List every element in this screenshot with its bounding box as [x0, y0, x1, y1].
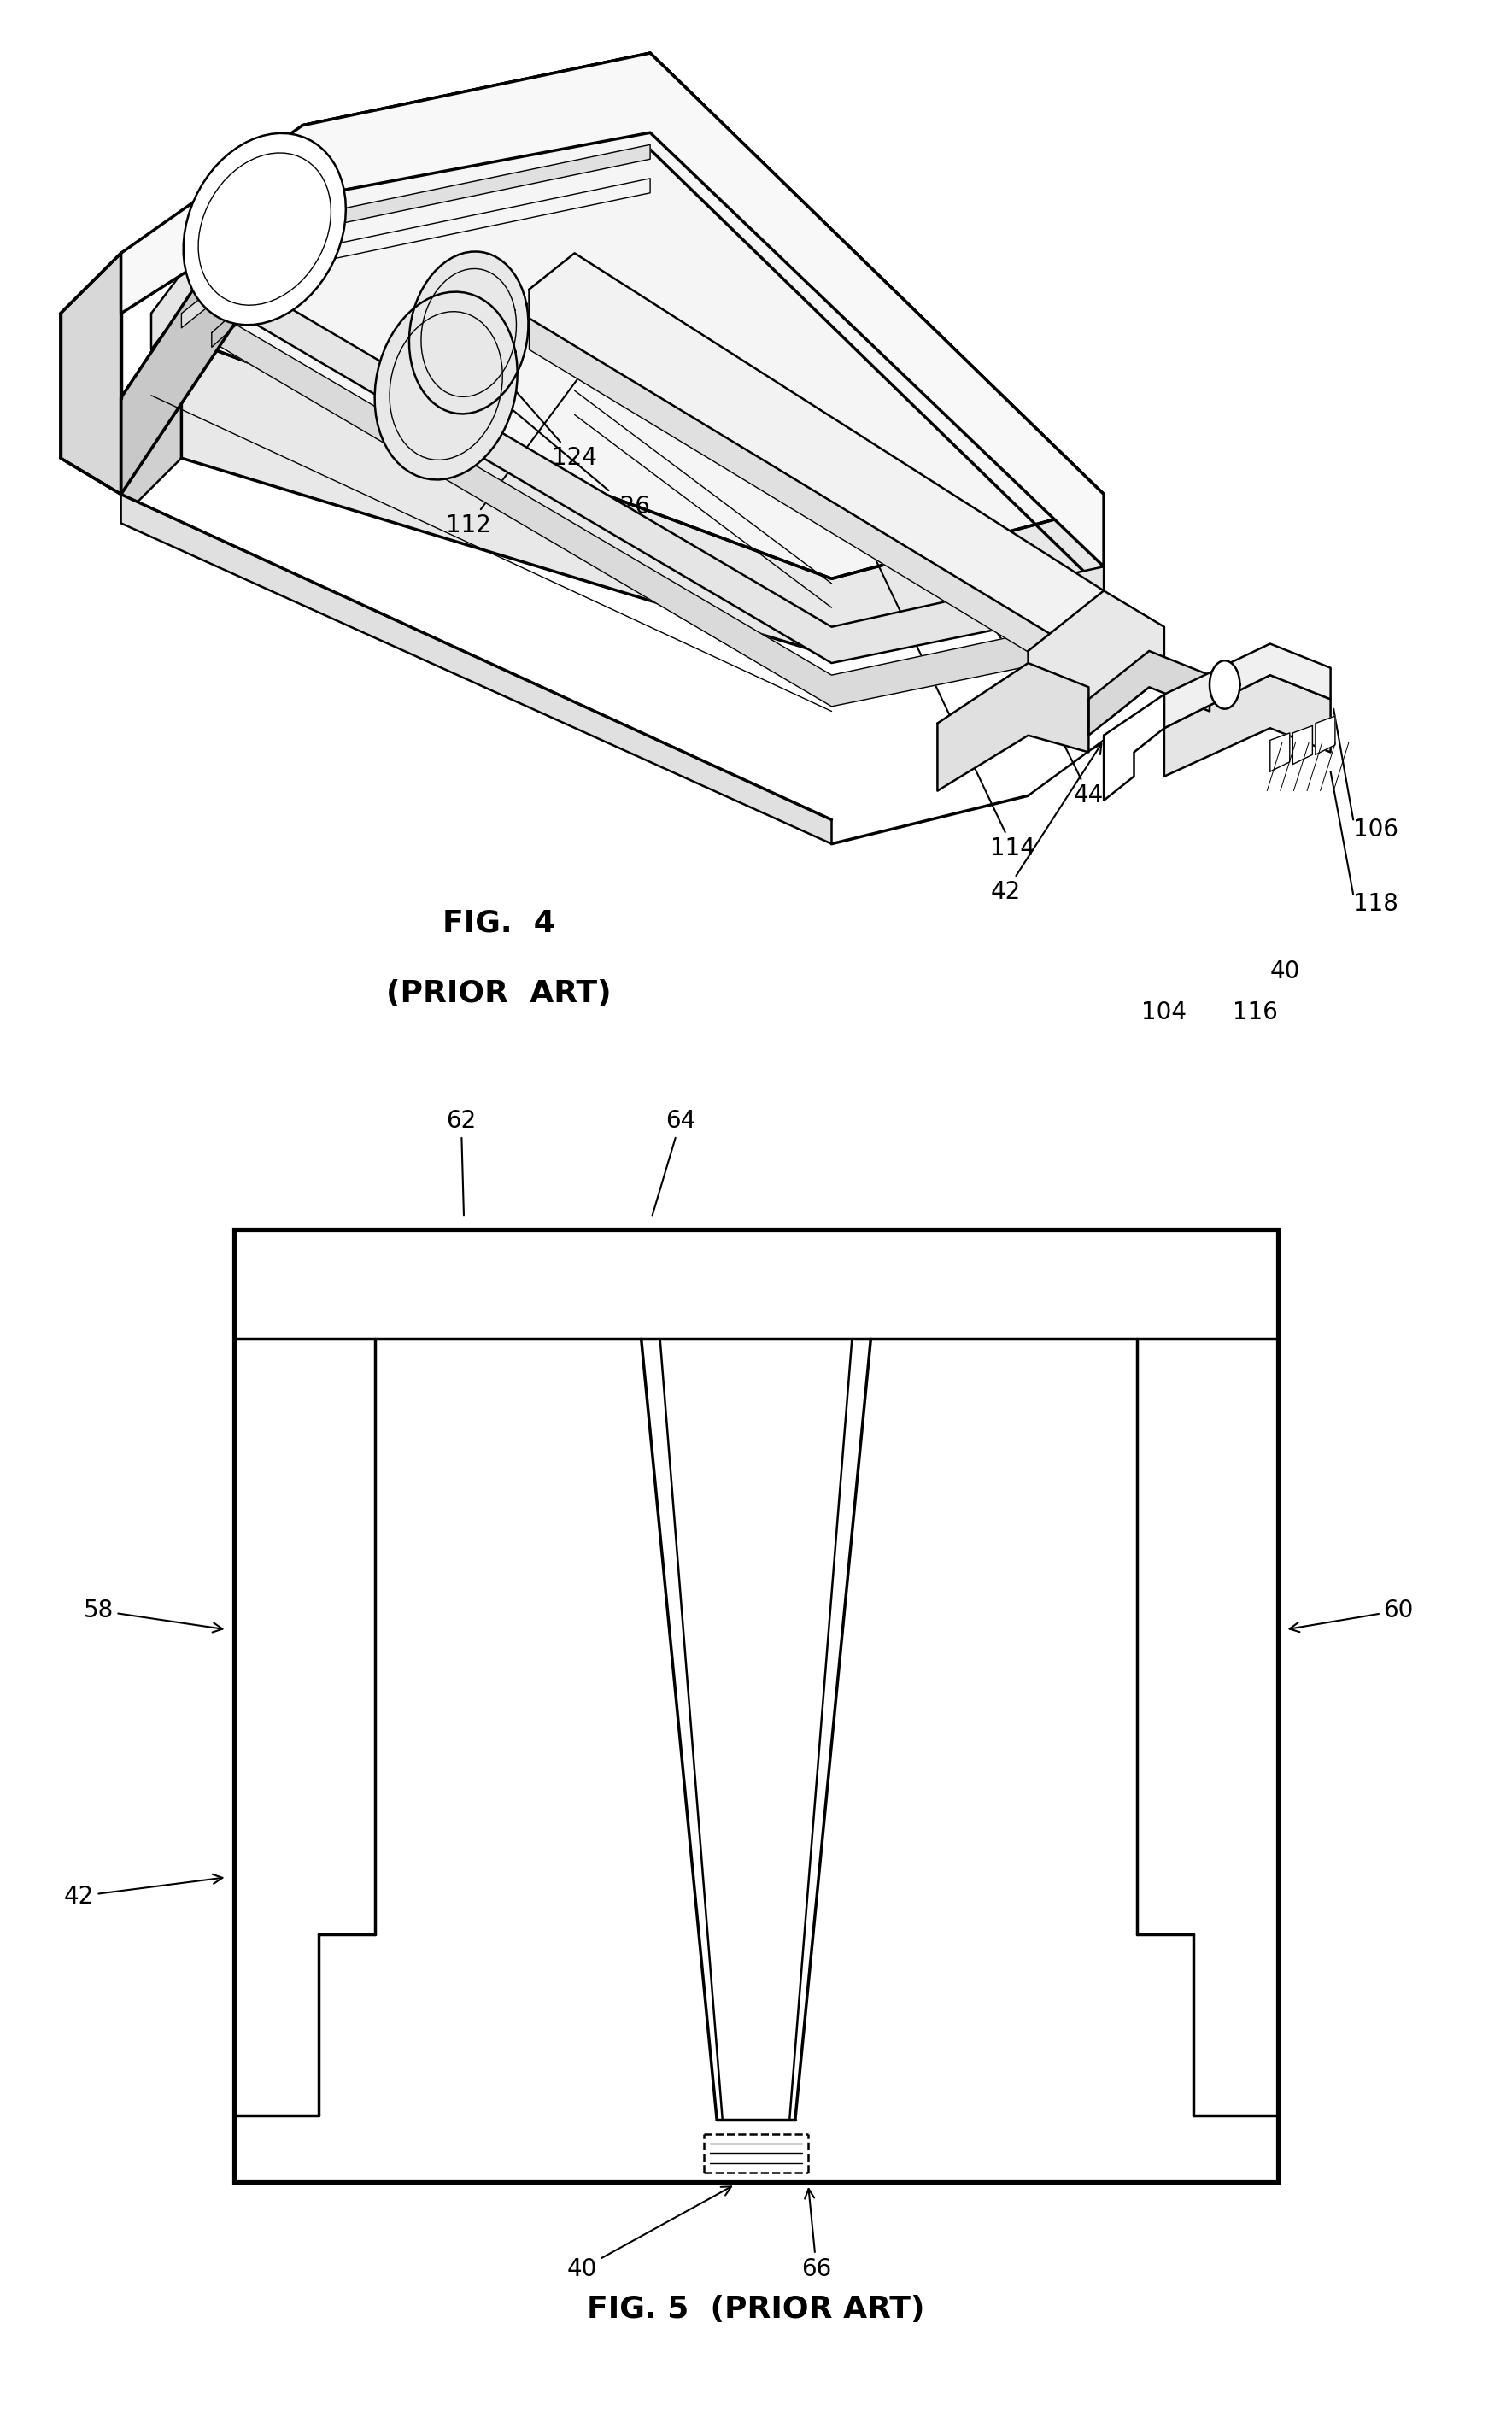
Text: 58: 58: [83, 1598, 222, 1632]
Text: 62: 62: [446, 1109, 476, 1215]
Polygon shape: [529, 318, 1058, 670]
Text: 114: 114: [863, 535, 1036, 861]
Polygon shape: [1315, 716, 1335, 755]
Polygon shape: [151, 301, 1104, 706]
Polygon shape: [181, 60, 1104, 579]
Polygon shape: [1164, 675, 1331, 776]
Text: (PRIOR  ART): (PRIOR ART): [387, 979, 611, 1008]
Text: 112: 112: [446, 345, 602, 538]
Polygon shape: [121, 53, 1104, 567]
Polygon shape: [375, 292, 517, 480]
Bar: [234, 1230, 1278, 2182]
Polygon shape: [937, 663, 1089, 791]
Polygon shape: [1270, 733, 1290, 772]
Text: 104: 104: [1142, 1001, 1187, 1025]
Text: 42: 42: [990, 745, 1101, 904]
Polygon shape: [151, 253, 1104, 663]
Text: 116: 116: [1232, 1001, 1278, 1025]
Polygon shape: [60, 253, 121, 494]
Text: 42: 42: [64, 1873, 222, 1907]
Text: 126: 126: [487, 388, 650, 518]
Polygon shape: [121, 125, 302, 494]
Text: 44: 44: [850, 461, 1104, 808]
Text: 124: 124: [472, 340, 597, 470]
Polygon shape: [257, 60, 650, 198]
Polygon shape: [121, 338, 181, 518]
Polygon shape: [181, 145, 650, 328]
Text: 64: 64: [652, 1109, 696, 1215]
Polygon shape: [1028, 591, 1164, 723]
Polygon shape: [410, 251, 528, 415]
Text: 66: 66: [801, 2189, 832, 2281]
Text: 118: 118: [1353, 892, 1399, 916]
Polygon shape: [1293, 726, 1312, 764]
Text: FIG. 5  (PRIOR ART): FIG. 5 (PRIOR ART): [587, 2295, 925, 2324]
Text: FIG.  4: FIG. 4: [443, 909, 555, 938]
Polygon shape: [181, 338, 1104, 656]
Text: 106: 106: [1353, 817, 1399, 841]
Polygon shape: [121, 494, 832, 844]
Text: 60: 60: [1290, 1598, 1414, 1632]
Polygon shape: [183, 133, 346, 325]
Text: 56: 56: [491, 1485, 652, 1519]
Polygon shape: [1210, 661, 1240, 709]
Polygon shape: [1089, 651, 1210, 735]
Text: 40: 40: [567, 2187, 732, 2281]
Polygon shape: [529, 253, 1104, 639]
Text: 40: 40: [1270, 960, 1300, 984]
Polygon shape: [121, 53, 1104, 591]
Polygon shape: [1164, 644, 1331, 728]
